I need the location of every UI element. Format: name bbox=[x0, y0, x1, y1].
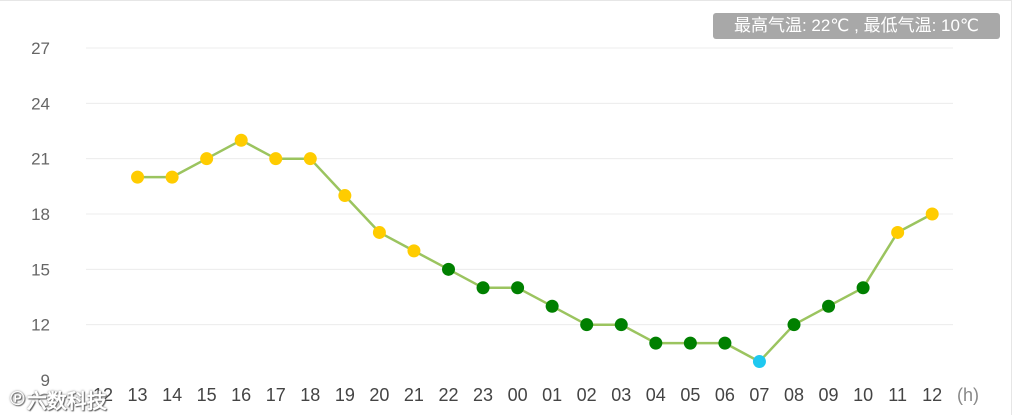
x-tick-label: 21 bbox=[404, 385, 424, 405]
x-tick-label: 05 bbox=[680, 385, 700, 405]
data-point bbox=[683, 336, 697, 350]
series-line bbox=[136, 138, 934, 363]
x-tick-label: 20 bbox=[369, 385, 389, 405]
x-tick-label: 08 bbox=[784, 385, 804, 405]
data-point bbox=[752, 355, 766, 369]
temperature-summary-badge: 最高气温: 22℃ , 最低气温: 10℃ bbox=[713, 13, 1000, 39]
x-tick-label: 04 bbox=[646, 385, 666, 405]
x-tick-label: 15 bbox=[197, 385, 217, 405]
x-tick-label: 16 bbox=[231, 385, 251, 405]
data-point bbox=[476, 281, 490, 295]
y-tick-label: 12 bbox=[31, 316, 50, 335]
data-point bbox=[165, 170, 179, 184]
watermark: ℗ 六数科技 bbox=[10, 384, 107, 414]
x-tick-label: 02 bbox=[577, 385, 597, 405]
data-point bbox=[372, 225, 386, 239]
x-tick-label: 19 bbox=[335, 385, 355, 405]
x-tick-label: 01 bbox=[542, 385, 562, 405]
data-point bbox=[131, 170, 145, 184]
data-point bbox=[614, 318, 628, 332]
data-point bbox=[442, 262, 455, 276]
x-tick-label: 12 bbox=[93, 385, 113, 405]
data-point bbox=[891, 225, 905, 239]
data-point bbox=[649, 336, 663, 350]
watermark-logo-icon: ℗ bbox=[10, 387, 25, 410]
x-tick-label: 07 bbox=[749, 385, 769, 405]
data-point bbox=[338, 189, 352, 203]
data-point bbox=[511, 281, 525, 295]
y-tick-label: 27 bbox=[31, 39, 50, 58]
x-tick-label: 18 bbox=[300, 385, 320, 405]
y-tick-label: 24 bbox=[31, 94, 50, 113]
x-tick-label: 11 bbox=[888, 385, 907, 405]
data-point bbox=[856, 281, 870, 295]
y-tick-label: 15 bbox=[31, 260, 50, 279]
watermark-text: 六数科技 bbox=[26, 390, 107, 413]
data-point bbox=[200, 152, 214, 166]
x-tick-label: 23 bbox=[473, 385, 493, 405]
x-tick-label: 22 bbox=[438, 385, 458, 405]
x-tick-label: 12 bbox=[922, 385, 942, 405]
data-point bbox=[787, 318, 801, 332]
data-point bbox=[269, 152, 283, 166]
data-point bbox=[407, 244, 421, 258]
y-axis-unit-label: ℃ bbox=[30, 391, 50, 411]
data-point bbox=[234, 133, 248, 147]
y-tick-label: 21 bbox=[31, 150, 50, 169]
data-point bbox=[718, 336, 732, 350]
x-tick-label: 09 bbox=[819, 385, 839, 405]
x-axis-unit-label: (h) bbox=[957, 385, 979, 405]
data-point bbox=[545, 299, 559, 313]
y-tick-label: 9 bbox=[41, 371, 50, 390]
x-tick-label: 06 bbox=[715, 385, 735, 405]
data-point bbox=[925, 207, 939, 221]
data-point bbox=[822, 299, 836, 313]
y-tick-label: 18 bbox=[31, 205, 50, 224]
x-tick-label: 00 bbox=[508, 385, 528, 405]
data-point bbox=[303, 152, 317, 166]
x-tick-label: 14 bbox=[162, 385, 182, 405]
x-tick-label: 13 bbox=[128, 385, 148, 405]
data-point bbox=[580, 318, 594, 332]
x-tick-label: 17 bbox=[266, 385, 286, 405]
x-tick-label: 03 bbox=[611, 385, 631, 405]
x-tick-label: 10 bbox=[853, 385, 873, 405]
